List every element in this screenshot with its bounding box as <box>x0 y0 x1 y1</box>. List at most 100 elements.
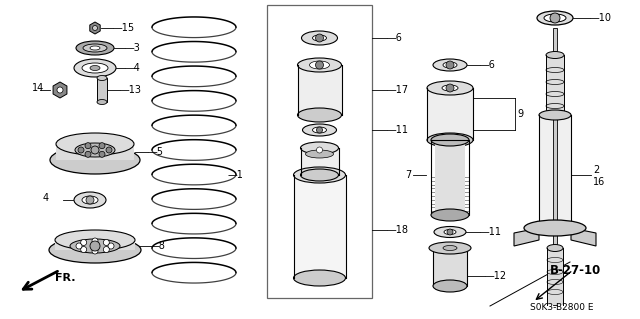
Text: 16: 16 <box>593 177 605 187</box>
Ellipse shape <box>544 14 566 22</box>
Ellipse shape <box>312 127 326 133</box>
Circle shape <box>78 147 84 153</box>
Circle shape <box>92 238 98 244</box>
Ellipse shape <box>97 76 107 80</box>
Bar <box>294 175 346 278</box>
Ellipse shape <box>70 239 120 253</box>
Ellipse shape <box>433 280 467 292</box>
Ellipse shape <box>443 62 457 68</box>
Ellipse shape <box>427 81 473 95</box>
Text: 7: 7 <box>404 170 411 180</box>
Text: —4: —4 <box>125 63 141 73</box>
Bar <box>97 78 107 102</box>
Text: 9: 9 <box>517 109 523 119</box>
Ellipse shape <box>82 196 98 204</box>
Circle shape <box>446 61 454 69</box>
Text: FR.: FR. <box>55 273 76 283</box>
Ellipse shape <box>539 110 571 120</box>
Text: —11: —11 <box>480 227 502 237</box>
Ellipse shape <box>537 11 573 25</box>
Ellipse shape <box>301 169 339 181</box>
Bar <box>301 148 339 175</box>
Bar <box>55 240 135 250</box>
Text: S0K3-B2800 E: S0K3-B2800 E <box>530 303 593 313</box>
Ellipse shape <box>429 242 471 254</box>
Circle shape <box>317 147 323 153</box>
Text: —18: —18 <box>387 225 409 235</box>
Bar <box>539 115 571 228</box>
Text: —1: —1 <box>228 170 244 180</box>
Bar <box>546 55 564 115</box>
Ellipse shape <box>444 229 456 234</box>
Ellipse shape <box>90 46 100 50</box>
Text: —13: —13 <box>120 85 142 95</box>
Circle shape <box>550 13 560 23</box>
Ellipse shape <box>301 142 339 154</box>
Circle shape <box>447 229 453 235</box>
Ellipse shape <box>305 150 333 158</box>
Text: —3: —3 <box>125 43 141 53</box>
Ellipse shape <box>427 133 473 147</box>
Polygon shape <box>571 228 596 246</box>
Ellipse shape <box>83 44 107 52</box>
Ellipse shape <box>49 237 141 263</box>
Polygon shape <box>90 22 100 34</box>
Ellipse shape <box>434 226 466 238</box>
Ellipse shape <box>74 192 106 208</box>
Text: —8: —8 <box>150 241 166 251</box>
Circle shape <box>91 146 99 154</box>
Text: —17: —17 <box>387 85 409 95</box>
Bar <box>435 140 465 215</box>
Ellipse shape <box>433 59 467 71</box>
Ellipse shape <box>298 108 342 122</box>
Ellipse shape <box>75 143 115 157</box>
Bar <box>427 88 473 140</box>
Text: —6: —6 <box>387 33 403 43</box>
Circle shape <box>316 34 323 42</box>
Ellipse shape <box>298 58 342 72</box>
Ellipse shape <box>76 41 114 55</box>
Circle shape <box>93 26 97 31</box>
Ellipse shape <box>90 65 100 70</box>
Circle shape <box>92 248 98 254</box>
Circle shape <box>85 151 91 157</box>
Ellipse shape <box>546 112 564 118</box>
Circle shape <box>446 84 454 92</box>
Bar <box>433 248 467 286</box>
Circle shape <box>317 127 323 133</box>
Ellipse shape <box>442 85 458 91</box>
Text: —6: —6 <box>480 60 496 70</box>
Ellipse shape <box>431 134 469 146</box>
Ellipse shape <box>312 35 326 41</box>
Ellipse shape <box>50 146 140 174</box>
Ellipse shape <box>294 270 346 286</box>
Bar <box>267 5 372 298</box>
Bar <box>547 248 563 305</box>
Polygon shape <box>514 228 539 246</box>
Circle shape <box>108 243 114 249</box>
Text: 4: 4 <box>43 193 49 203</box>
Circle shape <box>106 147 112 153</box>
Bar <box>298 65 342 115</box>
Circle shape <box>86 196 94 204</box>
Bar <box>431 140 469 215</box>
Circle shape <box>316 61 323 69</box>
Circle shape <box>85 143 91 149</box>
Text: —15: —15 <box>113 23 135 33</box>
Circle shape <box>57 87 63 93</box>
Text: 2: 2 <box>593 165 599 175</box>
Text: 14: 14 <box>32 83 44 93</box>
Ellipse shape <box>301 31 337 45</box>
Ellipse shape <box>539 223 571 233</box>
Circle shape <box>103 240 109 245</box>
Ellipse shape <box>303 124 337 136</box>
Ellipse shape <box>547 244 563 251</box>
Text: —12: —12 <box>485 271 507 281</box>
Text: —10: —10 <box>590 13 612 23</box>
Ellipse shape <box>74 59 116 77</box>
Ellipse shape <box>443 246 457 250</box>
Circle shape <box>99 151 105 157</box>
Ellipse shape <box>310 61 330 69</box>
Ellipse shape <box>97 100 107 105</box>
Ellipse shape <box>431 209 469 221</box>
